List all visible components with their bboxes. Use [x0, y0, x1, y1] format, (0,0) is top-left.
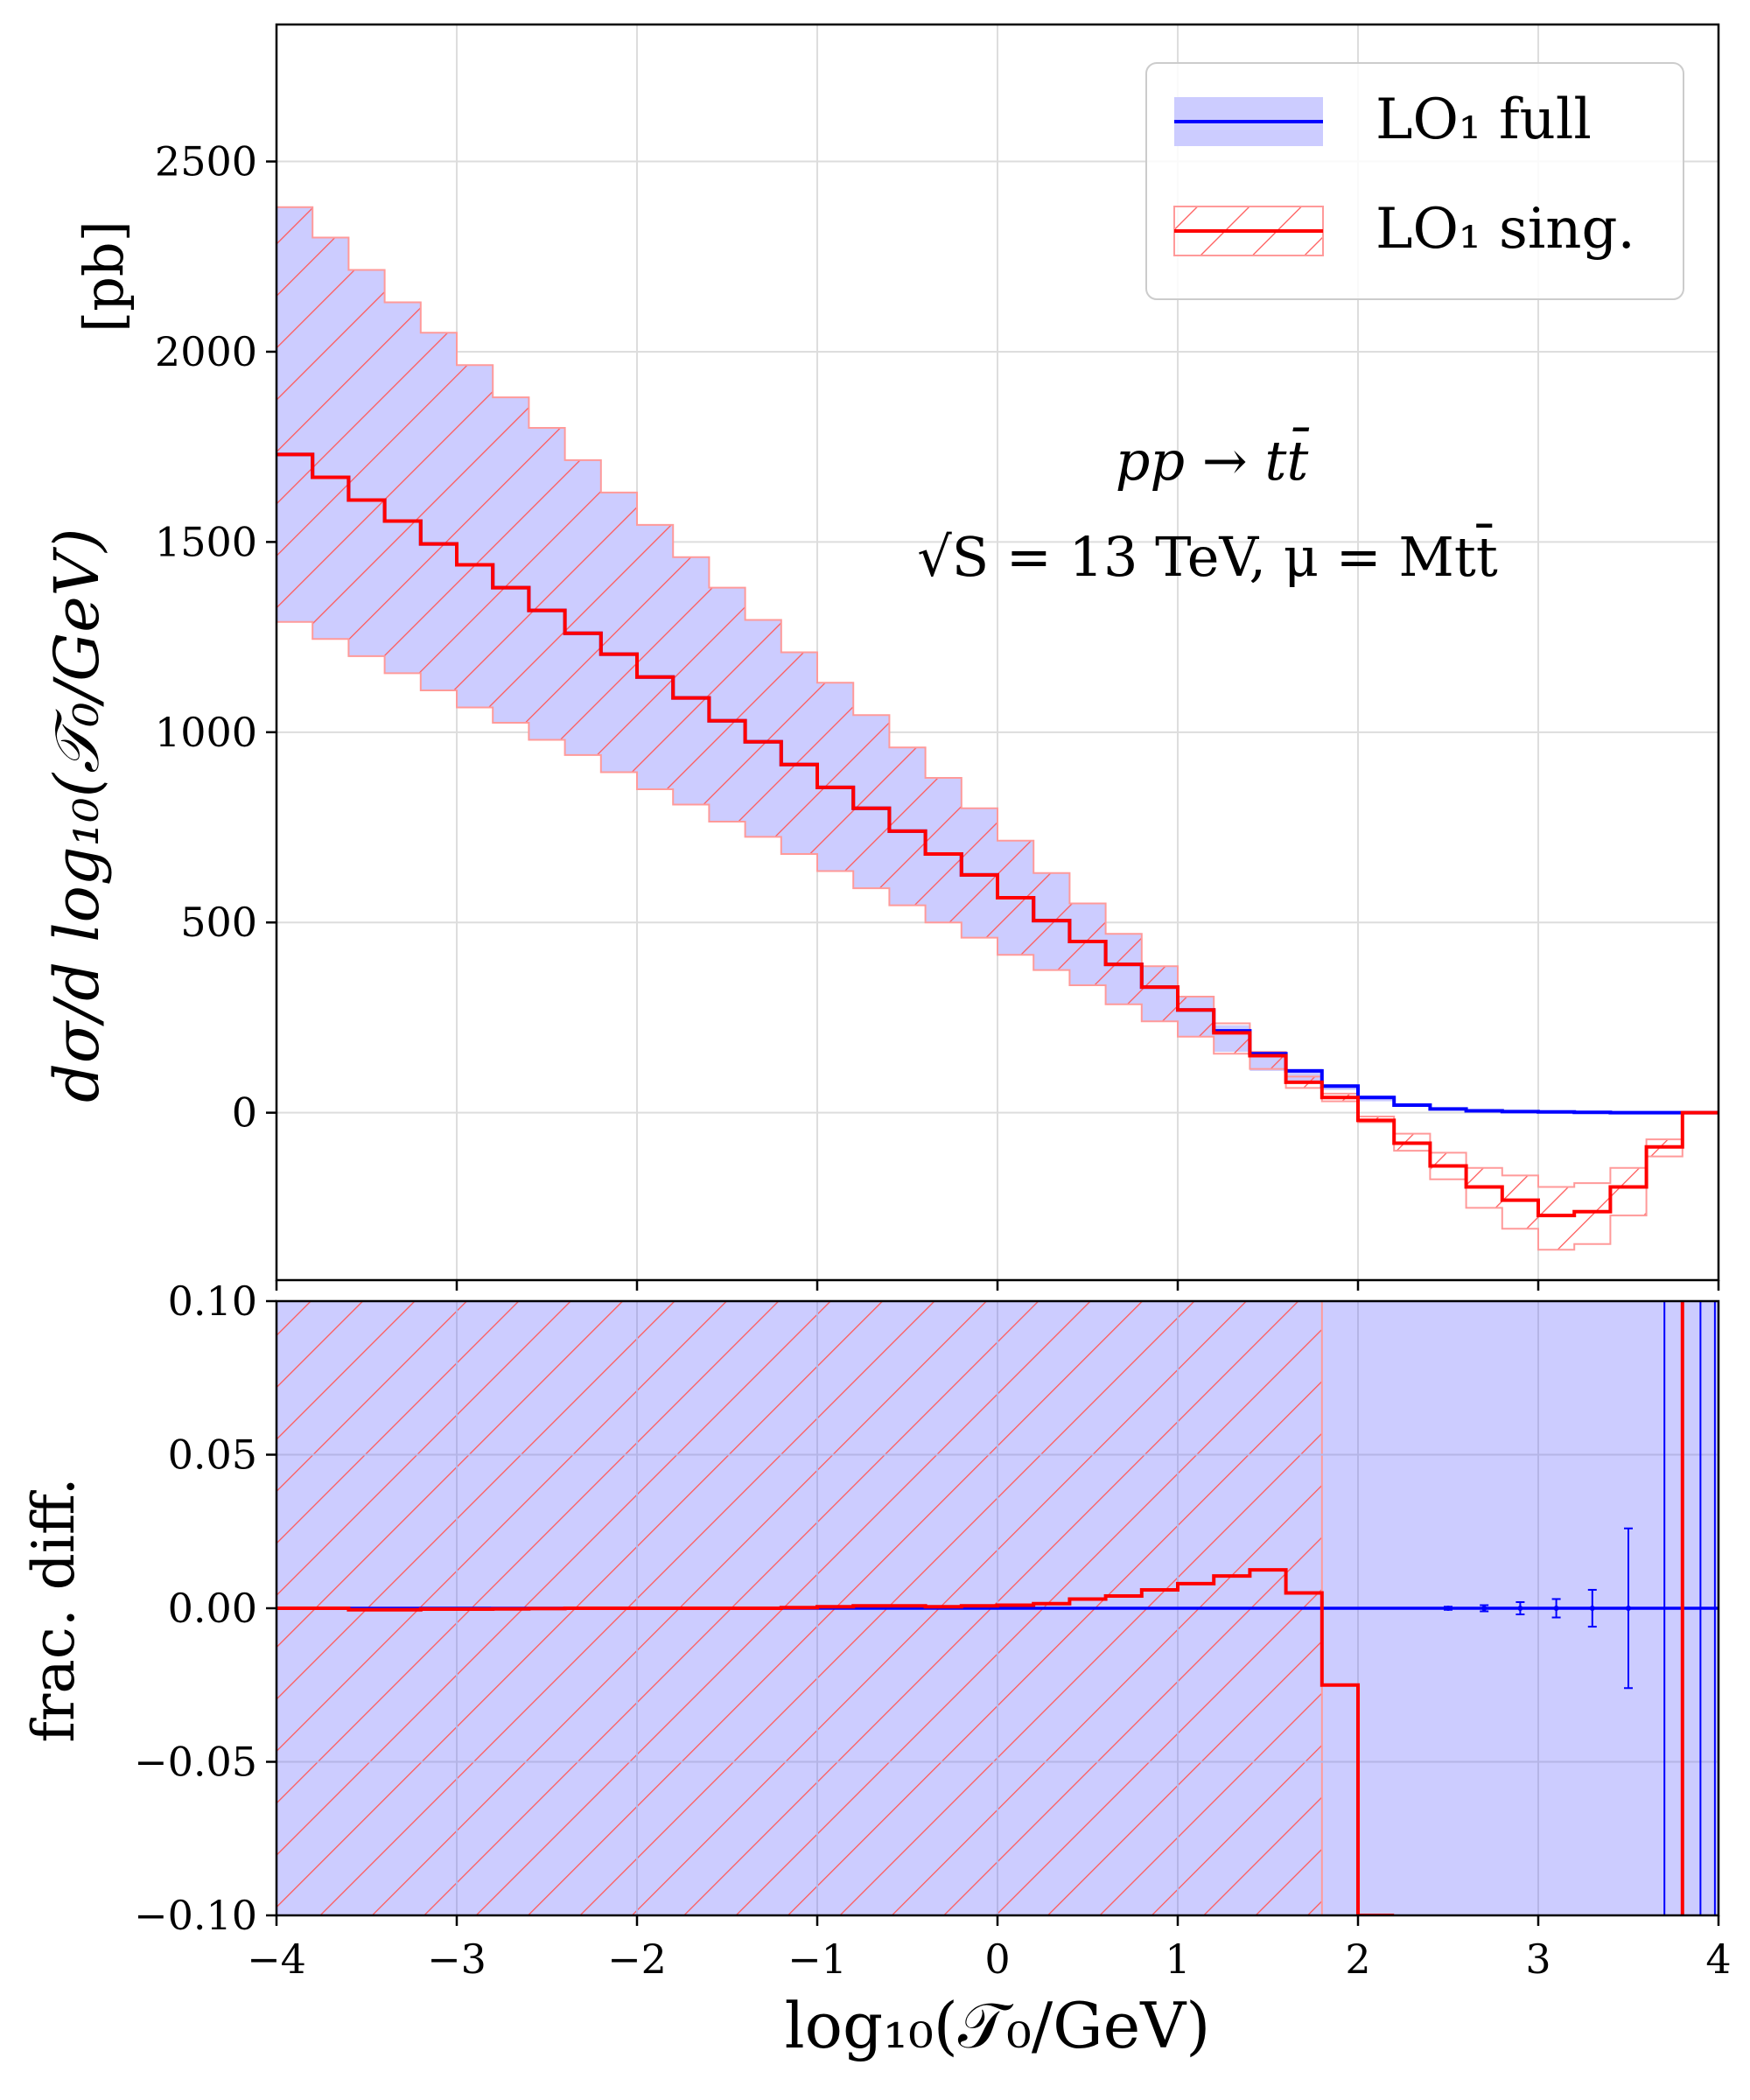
ratio-xtick-label: 1: [1165, 1936, 1190, 1983]
ratio-lines: [276, 1301, 1718, 1915]
ratio-xtick-label: 2: [1345, 1936, 1370, 1983]
main-lines: [276, 452, 1718, 1218]
ratio-ytick-label: 0.10: [168, 1278, 257, 1325]
main-y-axis-title: dσ/d log₁₀(𝒯₀/GeV): [41, 528, 113, 1102]
legend-label-sing: LO₁ sing.: [1376, 197, 1635, 262]
main-y-axis-unit: [pb]: [72, 220, 136, 332]
ratio-ytick-label: −0.05: [134, 1739, 257, 1786]
ratio-y-axis-title: frac. diff.: [20, 1477, 88, 1742]
legend: LO₁ full LO₁ sing.: [1145, 62, 1684, 300]
ratio-ytick-label: 0.00: [168, 1585, 257, 1632]
legend-label-full: LO₁ full: [1376, 88, 1592, 152]
ratio-ytick-label: −0.10: [134, 1892, 257, 1939]
main-ytick-label: 1500: [155, 518, 257, 565]
ratio-ytick-label: 0.05: [168, 1432, 257, 1479]
main-ytick-label: 0: [232, 1089, 257, 1137]
main-ytick-label: 2500: [155, 138, 257, 186]
x-axis-title: log₁₀(𝒯₀/GeV): [785, 1989, 1211, 2062]
ratio-ticks: −0.10 −0.05 0.00 0.05 0.10 −4 −3 −2 −1 0 1 2 3 4: [134, 1278, 1732, 1983]
process-annotation: pp → tt̄: [1116, 427, 1310, 493]
ratio-xtick-label: −2: [607, 1936, 667, 1983]
ratio-xtick-label: −4: [247, 1936, 306, 1983]
ratio-errorbar-point: [1481, 1606, 1488, 1611]
ratio-xtick-label: −3: [427, 1936, 486, 1983]
energy-annotation: √S = 13 TeV, μ = Mtt̄: [917, 523, 1498, 589]
ratio-xtick-label: −1: [788, 1936, 847, 1983]
ratio-errorbar-point: [1553, 1606, 1559, 1611]
ratio-errorbar-point: [1446, 1606, 1451, 1611]
main-ytick-label: 2000: [155, 328, 257, 375]
ratio-errorbar-point: [1589, 1606, 1595, 1611]
ratio-panel: −0.10 −0.05 0.00 0.05 0.10 −4 −3 −2 −1 0 1 2 3 4 frac…: [20, 1278, 1732, 2062]
ratio-errorbar-point: [1626, 1606, 1631, 1611]
ratio-errorbar-point: [1517, 1606, 1523, 1611]
ratio-xtick-label: 4: [1705, 1936, 1731, 1983]
ratio-xtick-label: 3: [1525, 1936, 1550, 1983]
legend-entry-sing: LO₁ sing.: [1173, 197, 1635, 262]
main-ytick-label: 500: [180, 899, 257, 946]
legend-entry-full: LO₁ full: [1174, 88, 1592, 152]
ratio-xtick-label: 0: [984, 1936, 1010, 1983]
main-ticks: 0 500 1000 1500 2000 2500: [155, 138, 1720, 1291]
sing-series-line: [276, 452, 1718, 1218]
ratio-sing-line: [276, 1568, 1395, 1915]
main-ytick-label: 1000: [155, 709, 257, 756]
